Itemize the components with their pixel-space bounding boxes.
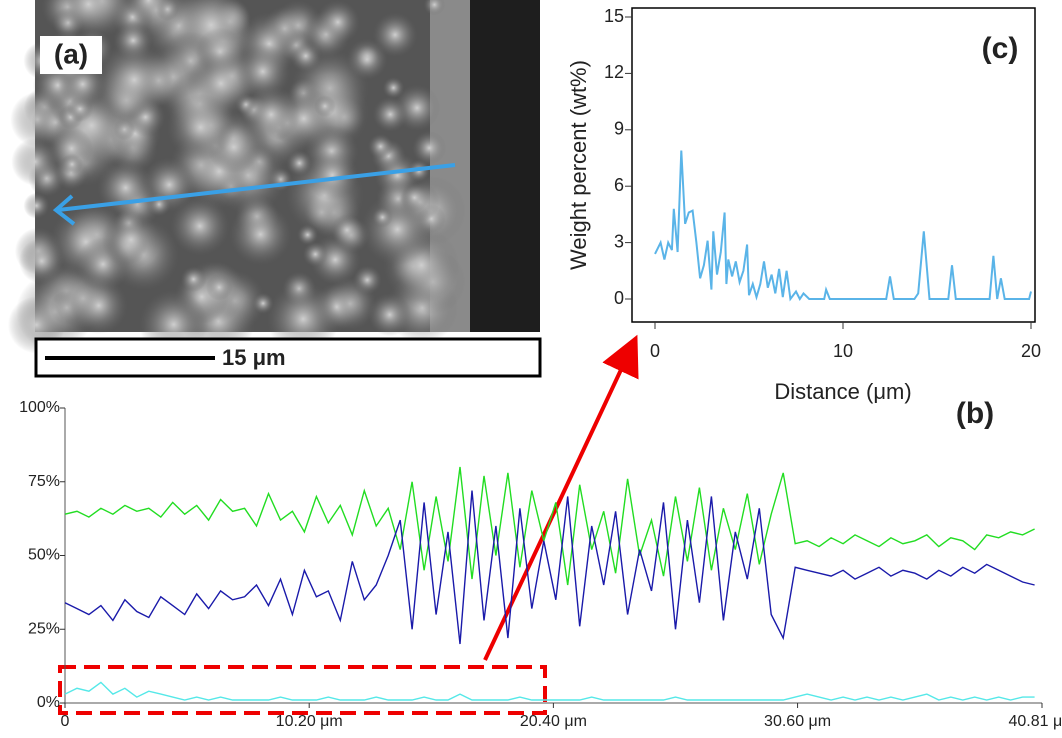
panel-label: (c) bbox=[982, 32, 1019, 65]
y-tick-label: 0% bbox=[37, 694, 60, 711]
scale-bar-label: 15 μm bbox=[222, 345, 286, 370]
x-tick-label: 40.81 μm bbox=[1008, 713, 1062, 730]
panel-label: (b) bbox=[956, 397, 994, 430]
x-tick-label: 10.20 μm bbox=[276, 713, 343, 730]
y-tick-label: 50% bbox=[28, 547, 60, 564]
y-tick-label: 25% bbox=[28, 620, 60, 637]
data-line bbox=[654, 150, 1032, 302]
y-tick-label: 15 bbox=[604, 6, 624, 26]
sem-image: (a) 15 μm bbox=[7, 0, 542, 378]
zoom-arrow bbox=[483, 334, 639, 661]
x-tick-label: 20.40 μm bbox=[520, 713, 587, 730]
x-axis-title: Distance (μm) bbox=[774, 379, 911, 404]
y-tick-label: 9 bbox=[614, 119, 624, 139]
y-tick-label: 12 bbox=[604, 62, 624, 82]
data-line bbox=[64, 490, 1035, 645]
x-tick-label: 10 bbox=[833, 341, 853, 361]
y-tick-label: 6 bbox=[614, 175, 624, 195]
panel-label: (a) bbox=[54, 38, 88, 69]
data-line bbox=[64, 681, 1035, 701]
plot-frame bbox=[631, 7, 1036, 323]
data-line bbox=[64, 466, 1035, 586]
y-tick-label: 3 bbox=[614, 231, 624, 251]
y-tick-label: 100% bbox=[19, 399, 60, 416]
y-tick-label: 75% bbox=[28, 473, 60, 490]
x-tick-label: 20 bbox=[1021, 341, 1041, 361]
x-tick-label: 0 bbox=[61, 713, 70, 730]
y-axis-title: Weight percent (wt%) bbox=[566, 60, 591, 270]
y-tick-label: 0 bbox=[614, 288, 624, 308]
x-tick-label: 30.60 μm bbox=[764, 713, 831, 730]
highlight-box bbox=[58, 665, 547, 715]
x-tick-label: 0 bbox=[650, 341, 660, 361]
